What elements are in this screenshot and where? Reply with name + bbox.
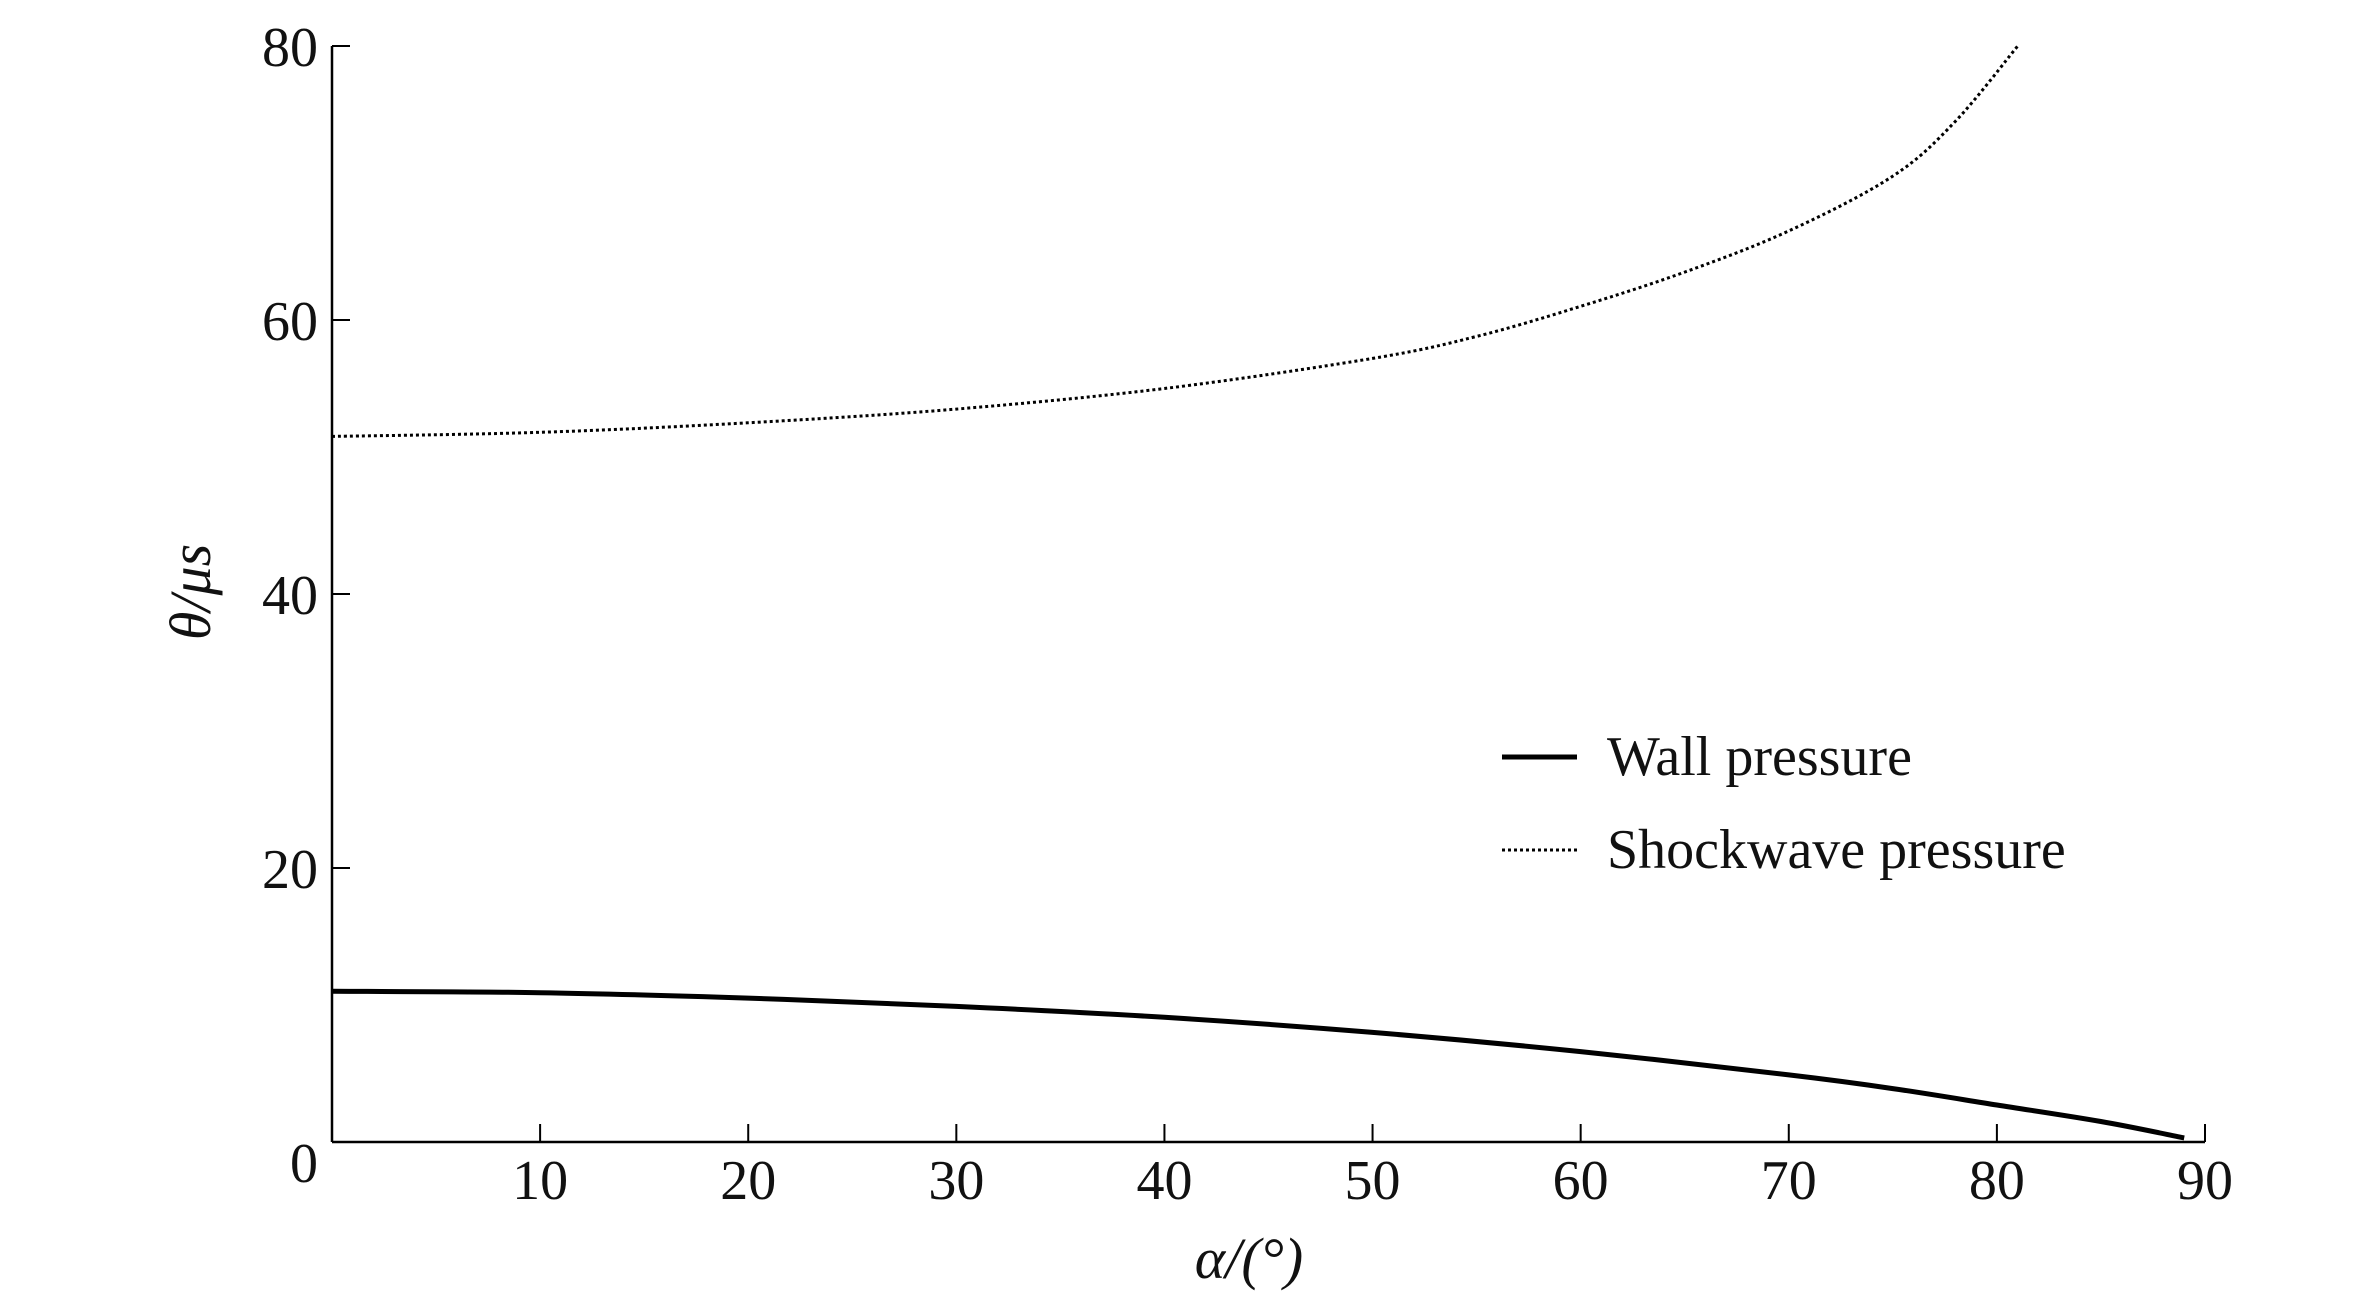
x-tick-label: 40 — [1136, 1150, 1192, 1212]
chart-legend: Wall pressure Shockwave pressure — [1502, 726, 2066, 881]
y-tick-label: 80 — [262, 17, 318, 79]
x-tick-label: 20 — [720, 1150, 776, 1212]
y-tick-label: 60 — [262, 291, 318, 353]
chart-series — [331, 45, 2185, 1141]
x-tick-label: 30 — [928, 1150, 984, 1212]
series-line-shockwave-pressure — [331, 45, 2019, 438]
legend-label-shockwave-pressure: Shockwave pressure — [1607, 819, 2066, 881]
y-tick-label: 20 — [262, 839, 318, 901]
x-tick-label: 50 — [1345, 1150, 1401, 1212]
legend-label-wall-pressure: Wall pressure — [1607, 726, 1912, 788]
series-line-wall-pressure — [331, 988, 2185, 1141]
x-axis-label: α/(°) — [1195, 1226, 1303, 1291]
x-tick-label: 90 — [2177, 1150, 2233, 1212]
x-tick-label: 10 — [512, 1150, 568, 1212]
x-tick-label: 60 — [1553, 1150, 1609, 1212]
x-tick-label: 70 — [1761, 1150, 1817, 1212]
x-tick-label: 80 — [1969, 1150, 2025, 1212]
y-tick-label: 0 — [290, 1133, 318, 1195]
chart-ticks: 10 20 30 40 50 60 70 80 90 0 20 40 60 80 — [262, 17, 2233, 1212]
y-axis-label: θ/μs — [158, 544, 223, 640]
y-tick-label: 40 — [262, 565, 318, 627]
chart-axes — [330, 46, 2205, 1144]
